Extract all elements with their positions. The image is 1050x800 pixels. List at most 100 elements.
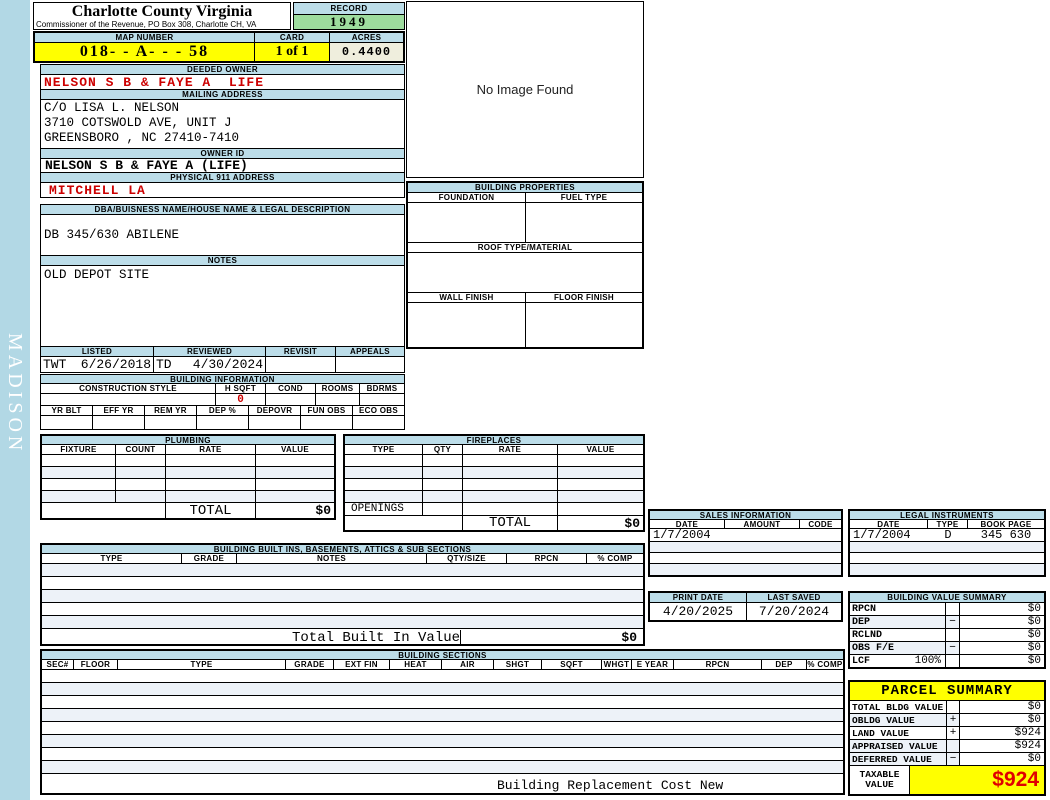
plumbing-total-value: $0 (315, 503, 331, 518)
qty-label: QTY (423, 445, 463, 454)
notes-value: OLD DEPOT SITE (44, 268, 150, 282)
fuel-type-label: FUEL TYPE (526, 193, 642, 202)
ecoobs-value (353, 416, 404, 429)
plumbing-total-label: TOTAL (166, 503, 256, 518)
lcf-op (946, 655, 960, 667)
sec-label: SEC# (42, 660, 74, 669)
funobs-label: FUN OBS (301, 406, 353, 415)
record-box: RECORD 1949 (293, 2, 405, 30)
land-op: + (947, 727, 960, 739)
notes-block: NOTES OLD DEPOT SITE (40, 255, 405, 347)
summary-row: DEP − $0 (849, 615, 1045, 629)
last-saved-label: LAST SAVED (747, 593, 841, 602)
obldg-op: + (947, 714, 960, 726)
dep-label: DEP (850, 616, 946, 628)
appraised-value: $924 (1014, 740, 1041, 752)
rpcn-label: RPCN (850, 603, 946, 615)
ext-fin-label: EXT FIN (334, 660, 390, 669)
land-value: $924 (1014, 727, 1041, 739)
wall-finish-label: WALL FINISH (408, 293, 526, 302)
summary-row: RPCN $0 (849, 602, 1045, 616)
instrument-type: D (944, 529, 952, 541)
reviewed-label: REVIEWED (154, 347, 266, 356)
table-row (407, 252, 643, 293)
air-label: AIR (442, 660, 494, 669)
sqft-label: SQFT (542, 660, 602, 669)
date-label: DATE (850, 520, 928, 528)
table-row (344, 454, 644, 467)
property-image-panel: No Image Found (406, 1, 644, 178)
summary-row: LAND VALUE + $924 (849, 726, 1045, 740)
left-strip: MADISON (0, 0, 30, 800)
obs-fe-label: OBS F/E (850, 642, 946, 654)
table-row (41, 734, 844, 748)
built-ins-table: BUILDING BUILT INS, BASEMENTS, ATTICS & … (40, 543, 645, 646)
table-row (344, 478, 644, 491)
table-row (41, 669, 844, 683)
revisit-label: REVISIT (266, 347, 336, 356)
dba-label: DBA/BUISNESS NAME/HOUSE NAME & LEGAL DES… (40, 204, 405, 215)
foundation-label: FOUNDATION (408, 193, 526, 202)
rpcn-op (946, 603, 960, 615)
type-label: TYPE (42, 554, 182, 563)
pct-comp-label: % COMP (807, 660, 843, 669)
sales-row: 1/7/2004 (649, 528, 842, 542)
building-value-summary: BUILDING VALUE SUMMARY RPCN $0 DEP − $0 … (848, 591, 1046, 669)
appeals-value (336, 357, 404, 372)
hsqft-label: H SQFT (216, 384, 266, 393)
appraised-label: APPRAISED VALUE (850, 740, 947, 752)
building-sections-table: BUILDING SECTIONS SEC# FLOOR TYPE GRADE … (40, 649, 845, 795)
fixture-label: FIXTURE (42, 445, 116, 454)
value-label: VALUE (256, 445, 334, 454)
sale-code (800, 529, 841, 541)
no-image-message: No Image Found (476, 82, 574, 97)
construction-style-value (41, 394, 216, 405)
mailing-line: C/O LISA L. NELSON (44, 101, 180, 115)
summary-row: OBS F/E − $0 (849, 641, 1045, 655)
mailing-line: 3710 COTSWOLD AVE, UNIT J (44, 116, 232, 130)
shgt-label: SHGT (494, 660, 542, 669)
taxable-value: $924 (910, 766, 1044, 794)
obs-fe-op: − (946, 642, 960, 654)
pct-comp-label: % COMP (587, 554, 643, 563)
remyr-label: REM YR (145, 406, 197, 415)
fireplaces-total-value: $0 (624, 516, 640, 530)
dep-op: − (946, 616, 960, 628)
summary-row: RCLND $0 (849, 628, 1045, 642)
building-properties-table: BUILDING PROPERTIES FOUNDATION FUEL TYPE… (406, 181, 644, 349)
bdrms-value (360, 394, 404, 405)
sales-information-table: SALES INFORMATION DATE AMOUNT CODE 1/7/2… (648, 509, 843, 577)
listed-date: 6/26/2018 (80, 357, 151, 372)
rooms-label: ROOMS (316, 384, 360, 393)
effyr-value (93, 416, 145, 429)
rclnd-label: RCLND (850, 629, 946, 641)
county-subtitle: Commissioner of the Revenue, PO Box 308,… (36, 20, 257, 29)
print-info-table: PRINT DATE LAST SAVED 4/20/2025 7/20/202… (648, 591, 843, 622)
last-saved-value: 7/20/2024 (758, 604, 830, 619)
yrblt-label: YR BLT (41, 406, 93, 415)
record-value: 1949 (294, 15, 404, 29)
obldg-value: $0 (1027, 714, 1041, 726)
dep-value: $0 (1027, 616, 1041, 628)
deferred-op: − (947, 753, 960, 765)
instrument-date: 1/7/2004 (853, 529, 911, 541)
obs-fe-value: $0 (1027, 642, 1041, 654)
floor-finish-label: FLOOR FINISH (526, 293, 642, 302)
table-row (41, 563, 644, 577)
table-row (344, 490, 644, 503)
roof-type-label: ROOF TYPE/MATERIAL (408, 243, 642, 252)
table-row (407, 202, 643, 243)
cond-value (266, 394, 316, 405)
deferred-value: $0 (1027, 753, 1041, 765)
fireplaces-total-label: TOTAL (463, 516, 558, 530)
code-label: CODE (800, 520, 841, 528)
rpcn-label: RPCN (507, 554, 587, 563)
table-row (649, 563, 842, 576)
dba-value: DB 345/630 ABILENE (44, 228, 180, 242)
table-row (41, 682, 844, 696)
built-ins-total-row: Total Built In Value $0 (41, 628, 644, 646)
rooms-value (316, 394, 360, 405)
built-ins-total-value: $0 (621, 630, 637, 645)
floor-label: FLOOR (74, 660, 118, 669)
table-row (41, 695, 844, 709)
